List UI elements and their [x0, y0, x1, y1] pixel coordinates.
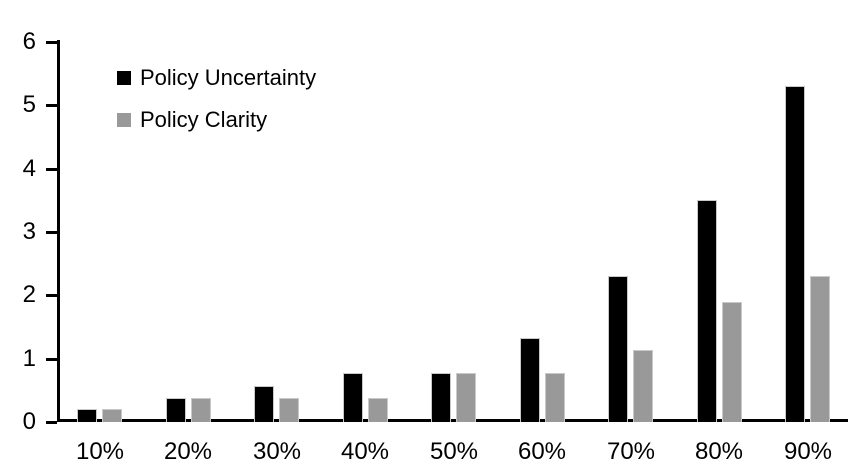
- y-tick-5: [46, 104, 57, 107]
- y-tick-label-4: 4: [22, 155, 36, 182]
- y-tick-label-0: 0: [22, 408, 36, 435]
- bar-policy-clarity-30pct: [279, 398, 299, 422]
- y-tick-label-3: 3: [22, 218, 36, 245]
- bar-policy-clarity-10pct: [102, 409, 122, 422]
- x-tick-label-60pct: 60%: [517, 438, 567, 465]
- bar-policy-clarity-60pct: [545, 373, 565, 422]
- bar-policy-uncertainty-20pct: [166, 398, 186, 422]
- y-tick-label-2: 2: [22, 281, 36, 308]
- x-tick-label-50pct: 50%: [429, 438, 479, 465]
- bar-policy-clarity-90pct: [810, 276, 830, 422]
- y-tick-4: [46, 168, 57, 171]
- x-tick-label-40pct: 40%: [340, 438, 390, 465]
- legend-swatch-policy-uncertainty: [117, 71, 131, 85]
- x-tick-label-30pct: 30%: [252, 438, 302, 465]
- plot-area: [57, 40, 848, 422]
- bar-policy-clarity-50pct: [456, 373, 476, 422]
- bar-policy-uncertainty-10pct: [77, 409, 97, 422]
- x-tick-label-70pct: 70%: [606, 438, 656, 465]
- x-tick-label-20pct: 20%: [163, 438, 213, 465]
- legend-item-policy-uncertainty: Policy Uncertainty: [117, 57, 316, 99]
- y-tick-2: [46, 294, 57, 297]
- y-tick-label-1: 1: [22, 345, 36, 372]
- y-tick-1: [46, 358, 57, 361]
- y-tick-label-5: 5: [22, 91, 36, 118]
- bar-policy-uncertainty-90pct: [785, 86, 805, 422]
- bar-policy-uncertainty-30pct: [254, 386, 274, 422]
- x-tick-label-10pct: 10%: [75, 438, 125, 465]
- legend-label-policy-clarity: Policy Clarity: [140, 107, 268, 132]
- x-tick-label-90pct: 90%: [783, 438, 833, 465]
- x-tick-label-80pct: 80%: [694, 438, 744, 465]
- bar-policy-clarity-80pct: [722, 302, 742, 422]
- bar-policy-uncertainty-70pct: [608, 276, 628, 422]
- bar-policy-clarity-40pct: [368, 398, 388, 422]
- bar-policy-uncertainty-80pct: [697, 200, 717, 422]
- legend-swatch-policy-clarity: [117, 113, 131, 127]
- bar-policy-uncertainty-50pct: [431, 373, 451, 422]
- y-tick-3: [46, 231, 57, 234]
- y-tick-6: [46, 41, 57, 44]
- bar-policy-clarity-70pct: [633, 350, 653, 422]
- legend: Policy Uncertainty Policy Clarity: [117, 57, 316, 141]
- legend-item-policy-clarity: Policy Clarity: [117, 99, 316, 141]
- y-tick-label-6: 6: [22, 28, 36, 55]
- bar-policy-uncertainty-60pct: [520, 338, 540, 422]
- y-tick-0: [46, 421, 57, 424]
- legend-label-policy-uncertainty: Policy Uncertainty: [140, 65, 317, 90]
- bar-policy-clarity-20pct: [191, 398, 211, 422]
- bar-policy-uncertainty-40pct: [343, 373, 363, 422]
